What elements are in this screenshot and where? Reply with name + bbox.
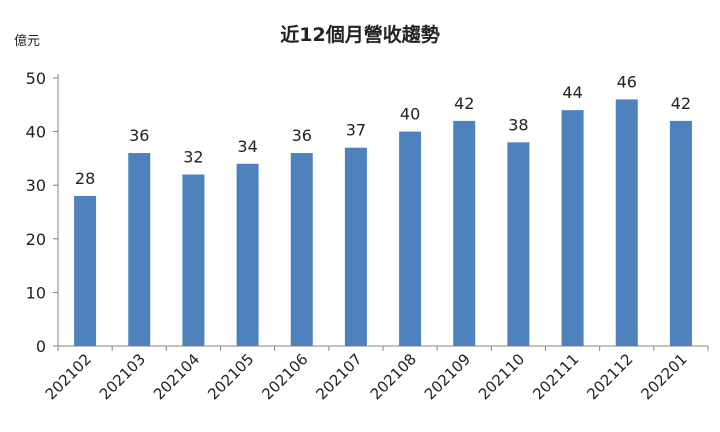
x-tick-label-202108: 202108 — [367, 350, 420, 403]
x-tick-label-202107: 202107 — [313, 350, 366, 403]
data-label-202105: 34 — [237, 137, 257, 156]
bar-202111 — [561, 110, 584, 346]
data-label-202107: 37 — [346, 121, 366, 140]
y-tick-label: 0 — [36, 337, 46, 356]
y-tick-label: 40 — [26, 123, 46, 142]
bar-202103 — [128, 153, 151, 346]
x-tick-label-202110: 202110 — [475, 350, 528, 403]
bar-202106 — [290, 153, 313, 346]
x-tick-label-202111: 202111 — [529, 350, 582, 403]
bar-202109 — [453, 120, 476, 346]
bar-202201 — [669, 120, 692, 346]
data-label-202104: 32 — [183, 147, 203, 166]
x-tick-label-202102: 202102 — [42, 350, 95, 403]
chart-title: 近12個月營收趨勢 — [280, 24, 440, 46]
y-tick-label: 50 — [26, 69, 46, 88]
bar-202107 — [344, 147, 367, 346]
bar-202104 — [182, 174, 205, 346]
y-tick-label: 30 — [26, 176, 46, 195]
bar-202105 — [236, 163, 259, 346]
bar-202112 — [615, 99, 638, 346]
data-label-202111: 44 — [562, 83, 582, 102]
x-tick-label-202201: 202201 — [638, 350, 691, 403]
x-tick-label-202112: 202112 — [583, 350, 636, 403]
data-label-202106: 36 — [292, 126, 312, 145]
data-label-202112: 46 — [617, 72, 637, 91]
data-label-202108: 40 — [400, 105, 420, 124]
x-tick-label-202104: 202104 — [150, 350, 203, 403]
data-label-202102: 28 — [75, 169, 95, 188]
y-tick-label: 10 — [26, 283, 46, 302]
data-label-202109: 42 — [454, 94, 474, 113]
bar-202108 — [399, 131, 422, 346]
data-label-202103: 36 — [129, 126, 149, 145]
x-tick-label-202105: 202105 — [204, 350, 257, 403]
x-tick-label-202103: 202103 — [96, 350, 149, 403]
bar-202102 — [74, 195, 97, 346]
bar-202110 — [507, 142, 530, 346]
x-tick-label-202109: 202109 — [421, 350, 474, 403]
y-tick-label: 20 — [26, 230, 46, 249]
y-axis-unit-label: 億元 — [14, 34, 41, 49]
data-label-202201: 42 — [671, 94, 691, 113]
x-tick-label-202106: 202106 — [258, 350, 311, 403]
data-label-202110: 38 — [508, 115, 528, 134]
